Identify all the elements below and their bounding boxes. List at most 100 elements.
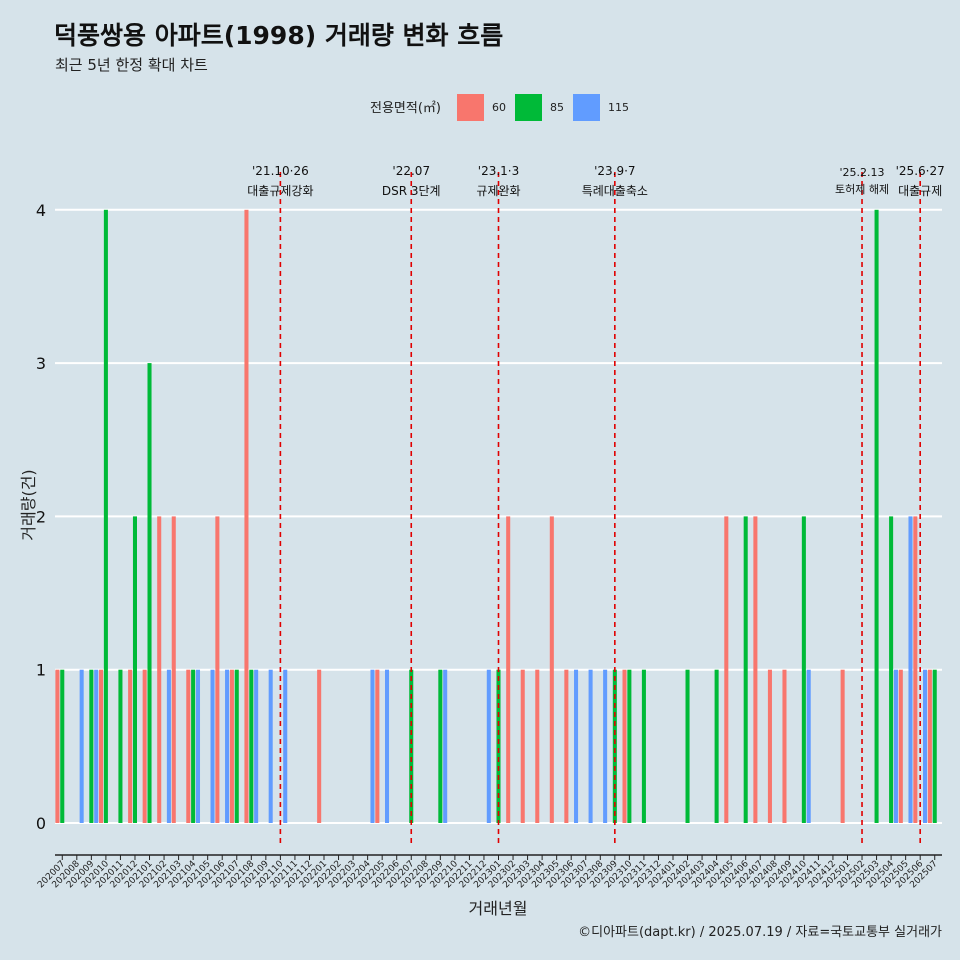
bar-115-202204: [370, 669, 375, 823]
event-date: '23.9·7: [594, 164, 635, 178]
bar-115-202209: [443, 669, 448, 823]
event-label: DSR 3단계: [382, 184, 441, 198]
bar-115-202306: [574, 669, 579, 823]
y-tick-label: 4: [36, 201, 46, 220]
bar-85-202012: [132, 516, 137, 823]
legend-swatch-60: [457, 94, 484, 121]
bar-60-202107: [229, 669, 234, 823]
x-axis: 2020072020082020092020102020112020122021…: [36, 854, 942, 890]
bar-60-202407: [753, 516, 758, 823]
bar-60-202104: [186, 669, 191, 823]
bar-115-202102: [166, 669, 171, 823]
bar-85-202309: [612, 669, 617, 823]
legend-label-85: 85: [550, 101, 564, 114]
event-lines: '21.10·26 대출규제강화 '22.07 DSR 3단계 '23.1·3 규제완화 '…: [247, 164, 945, 843]
bar-85-202406: [743, 516, 748, 823]
y-tick-label: 1: [36, 661, 46, 680]
legend-swatch-115: [573, 94, 600, 121]
bar-60-202007: [55, 669, 60, 823]
legend: 전용면적(㎡) 60 85 115: [370, 94, 629, 121]
bars: [55, 209, 937, 824]
bar-115-202110: [283, 669, 288, 823]
bar-85-202504: [889, 516, 894, 823]
bar-85-202009: [89, 669, 94, 823]
bar-85-202311: [641, 669, 646, 823]
bar-85-202104: [191, 669, 196, 823]
y-tick-label: 2: [36, 507, 46, 526]
bar-85-202301: [496, 669, 501, 823]
bar-115-202308: [603, 669, 608, 823]
x-axis-label: 거래년월: [469, 899, 528, 918]
bar-85-202404: [714, 669, 719, 823]
bar-85-202011: [118, 669, 123, 823]
bar-60-202306: [564, 669, 569, 823]
bar-60-202304: [535, 669, 540, 823]
bar-85-202209: [438, 669, 443, 823]
bar-85-202007: [60, 669, 65, 823]
y-tick-label: 3: [36, 354, 46, 373]
event-date: '23.1·3: [478, 164, 519, 178]
bar-115-202410: [806, 669, 811, 823]
bar-115-202205: [384, 669, 390, 823]
bar-115-202505: [908, 516, 913, 823]
bar-60-202101: [142, 669, 147, 823]
legend-title: 전용면적(㎡): [370, 101, 441, 116]
bar-60-202507: [927, 669, 932, 823]
event-date: '22.07: [392, 164, 430, 178]
bar-60-202201: [317, 669, 322, 823]
event-date: '21.10·26: [252, 164, 309, 178]
bar-115-202109: [268, 669, 273, 823]
bar-115-202506: [923, 669, 928, 823]
bar-60-202506: [913, 516, 918, 823]
bar-60-202501: [840, 669, 845, 823]
y-tick-label: 0: [36, 814, 46, 833]
bar-60-202012: [128, 669, 133, 823]
bar-60-202310: [622, 669, 627, 823]
page-subtitle: 최근 5년 한정 확대 차트: [55, 56, 208, 74]
page-title: 덕풍쌍용 아파트(1998) 거래량 변화 흐름: [54, 21, 503, 50]
event-label: 대출규제강화: [247, 184, 313, 198]
legend-label-115: 115: [608, 101, 629, 114]
bar-60-202405: [724, 516, 729, 823]
bar-85-202010: [103, 209, 108, 824]
bar-85-202101: [147, 363, 152, 823]
y-axis: 0 1 2 3 4: [36, 201, 46, 833]
event-date: '25.6·27: [896, 164, 945, 178]
event-date: '25.2.13: [840, 166, 885, 179]
bar-85-202410: [801, 516, 806, 823]
event-label: 규제완화: [476, 184, 520, 198]
event-label: 대출규제: [898, 184, 942, 198]
bar-60-202010: [99, 669, 104, 823]
bar-85-202402: [685, 669, 690, 823]
bar-115-202108: [254, 669, 259, 823]
bar-115-202307: [588, 669, 593, 823]
bar-85-202107: [234, 669, 239, 823]
bar-60-202305: [549, 516, 554, 823]
bar-115-202008: [79, 669, 84, 823]
bar-85-202108: [249, 669, 254, 823]
bar-115-202212: [486, 669, 491, 823]
bar-115-202106: [225, 669, 230, 823]
y-axis-label: 거래량(건): [19, 469, 38, 540]
bar-60-202205: [375, 669, 380, 823]
legend-label-60: 60: [492, 101, 506, 114]
bar-60-202408: [767, 669, 772, 823]
bar-60-202108: [244, 209, 249, 824]
bar-85-202310: [627, 669, 632, 823]
bar-60-202302: [506, 516, 511, 823]
event-label: 토허제 해제: [835, 182, 889, 196]
bar-115-202009: [94, 669, 99, 823]
bar-85-202207: [409, 669, 414, 823]
bar-60-202409: [782, 669, 787, 823]
bar-60-202103: [171, 516, 176, 823]
bar-85-202507: [932, 669, 937, 823]
bar-60-202303: [520, 669, 525, 823]
bar-115-202105: [210, 669, 215, 823]
bar-60-202102: [157, 516, 162, 823]
bar-60-202505: [898, 669, 903, 823]
bar-85-202503: [874, 209, 879, 824]
bar-115-202104: [195, 669, 201, 823]
event-label: 특례대출축소: [582, 184, 648, 198]
bar-60-202106: [215, 516, 220, 823]
